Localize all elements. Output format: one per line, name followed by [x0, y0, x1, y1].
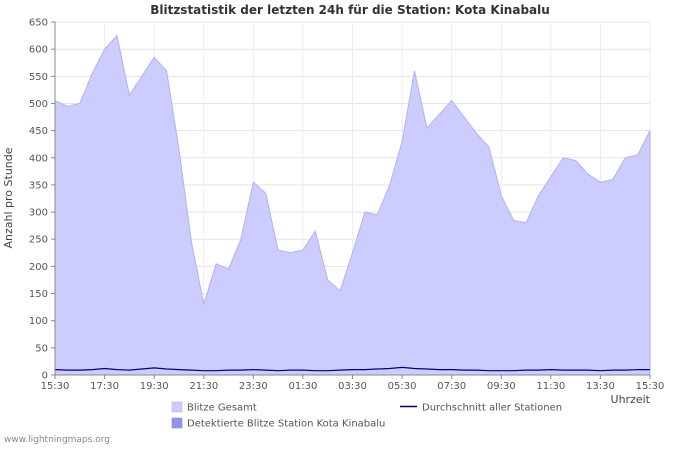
x-tick-label: 11:30	[536, 381, 565, 392]
x-tick-label: 13:30	[586, 381, 615, 392]
x-axis-label: Uhrzeit	[611, 393, 651, 406]
x-tick-label: 17:30	[90, 381, 119, 392]
avg-line-series	[54, 366, 650, 372]
axis-layer: 0 50 100 150 200 250 300 350 400 450 500 550 600 650 1…	[29, 18, 665, 393]
legend: Blitze Gesamt Durchschnitt aller Station…	[171, 401, 562, 430]
y-tick-label: 0	[42, 371, 48, 382]
y-tick-label: 450	[29, 126, 48, 137]
y-tick-label: 400	[29, 153, 48, 164]
y-tick-label: 50	[35, 343, 48, 354]
x-tick-label: 01:30	[288, 381, 317, 392]
legend-swatch-blitze-gesamt	[171, 401, 183, 413]
x-tick-label: 09:30	[487, 381, 516, 392]
legend-label-blitze-gesamt: Blitze Gesamt	[187, 403, 257, 414]
y-tick-label: 500	[29, 99, 48, 110]
y-tick-label: 650	[29, 18, 48, 29]
y-tick-label: 600	[29, 45, 48, 56]
legend-label-durchschnitt: Durchschnitt aller Stationen	[422, 403, 562, 414]
y-tick-label: 150	[29, 289, 48, 300]
legend-label-detektierte-blitze: Detektierte Blitze Station Kota Kinabalu	[187, 419, 385, 430]
y-tick-label: 300	[29, 208, 48, 219]
x-tick-label: 15:30	[636, 381, 665, 392]
x-tick-label: 19:30	[140, 381, 169, 392]
y-tick-label: 550	[29, 72, 48, 83]
y-axis-label: Anzahl pro Stunde	[2, 147, 15, 248]
x-tick-label: 15:30	[41, 381, 70, 392]
x-tick-label: 03:30	[338, 381, 367, 392]
chart-title: Blitzstatistik der letzten 24h für die S…	[150, 3, 550, 17]
x-tick-label: 05:30	[388, 381, 417, 392]
y-tick-label: 200	[29, 262, 48, 273]
x-tick-label: 07:30	[437, 381, 466, 392]
y-tick-label: 350	[29, 180, 48, 191]
legend-swatch-detektierte-blitze	[171, 417, 183, 429]
y-tick-label: 250	[29, 235, 48, 246]
watermark: www.lightningmaps.org	[4, 435, 110, 445]
y-tick-label: 100	[29, 316, 48, 327]
x-tick-label: 23:30	[239, 381, 268, 392]
x-tick-label: 21:30	[189, 381, 218, 392]
area-series	[54, 34, 651, 376]
